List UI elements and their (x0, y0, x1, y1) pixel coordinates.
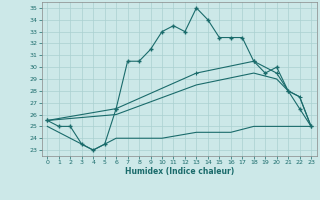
X-axis label: Humidex (Indice chaleur): Humidex (Indice chaleur) (124, 167, 234, 176)
